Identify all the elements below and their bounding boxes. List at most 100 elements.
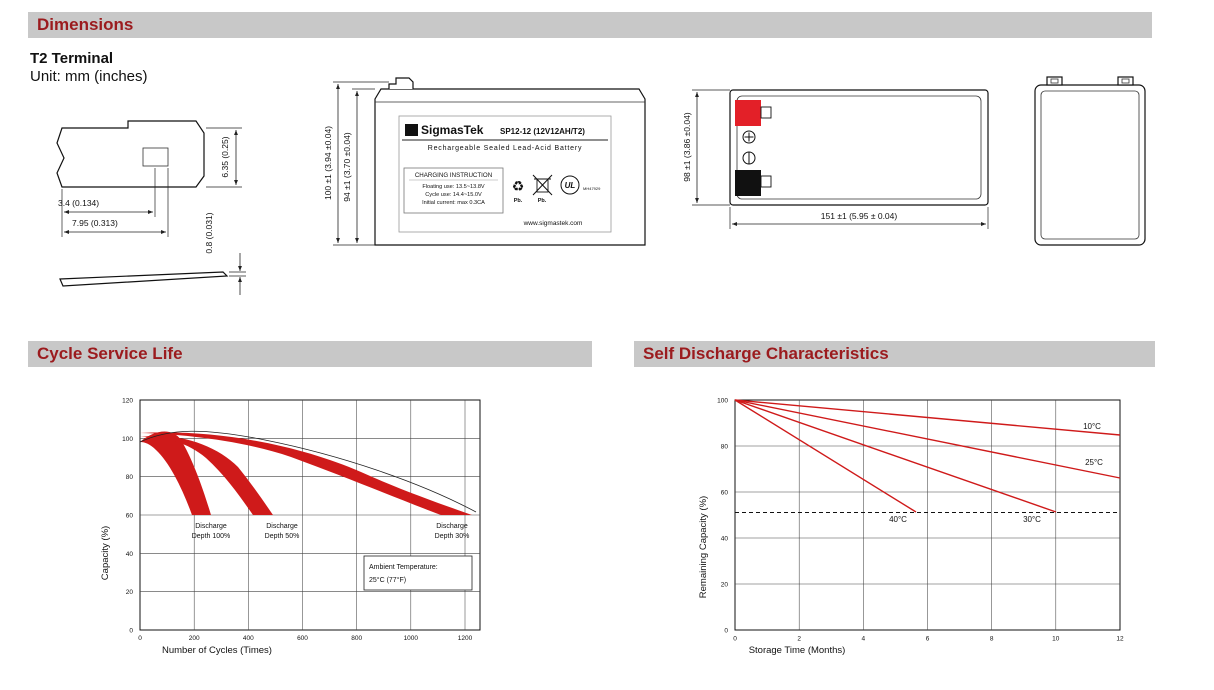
svg-text:10°C: 10°C xyxy=(1083,422,1101,431)
discharge-temp-labels: 10°C 25°C 40°C 30°C xyxy=(889,422,1103,524)
model-number: SP12-12 (12V12AH/T2) xyxy=(500,127,585,136)
battery-subtitle: Rechargeable Sealed Lead-Acid Battery xyxy=(428,145,583,152)
svg-text:600: 600 xyxy=(297,635,308,642)
svg-text:4: 4 xyxy=(861,636,865,643)
band-depth-50 xyxy=(140,435,273,515)
plus-terminal-icon xyxy=(742,130,756,144)
svg-text:1200: 1200 xyxy=(458,635,473,642)
svg-text:8: 8 xyxy=(990,636,994,643)
cycle-chart-annotations: Discharge Depth 100% Discharge Depth 50%… xyxy=(192,523,473,591)
website-url: www.sigmastek.com xyxy=(523,220,583,227)
svg-text:200: 200 xyxy=(189,635,200,642)
svg-text:80: 80 xyxy=(126,474,134,481)
battery-terminal-tab xyxy=(388,77,414,89)
self-discharge-header: Self Discharge Characteristics xyxy=(634,341,1155,367)
cycle-chart-x-ticks: 0 200 400 600 800 1000 1200 xyxy=(138,635,472,642)
svg-text:20: 20 xyxy=(126,589,134,596)
line-25c xyxy=(734,399,1121,479)
svg-text:40: 40 xyxy=(126,551,134,558)
terminal-thickness-profile xyxy=(59,271,229,287)
svg-text:400: 400 xyxy=(243,635,254,642)
pb-label-1: Pb. xyxy=(514,198,523,204)
terminal-type-title: T2 Terminal xyxy=(30,50,114,67)
positive-terminal-marker xyxy=(735,100,761,126)
terminal-blade-outline xyxy=(56,120,205,188)
svg-text:UL: UL xyxy=(565,181,576,190)
svg-text:Discharge: Discharge xyxy=(195,523,227,530)
dimension-drawings: 6.35 (0.25) 3.4 (0.134) 7.95 (0.313) 0.8… xyxy=(56,76,1146,295)
cycle-chart-y-ticks: 0 20 40 60 80 100 120 xyxy=(122,398,133,635)
unit-note: Unit: mm (inches) xyxy=(30,68,148,85)
line-40c xyxy=(734,399,917,513)
sigmastek-logo-icon xyxy=(405,124,418,136)
cycle-service-life-chart: Discharge Depth 100% Discharge Depth 50%… xyxy=(100,398,481,656)
terminal-thickness-dim: 0.8 (0.031) xyxy=(204,212,214,253)
charging-title: CHARGING INSTRUCTION xyxy=(415,172,492,179)
svg-text:25°C (77°F): 25°C (77°F) xyxy=(369,576,406,584)
svg-text:80: 80 xyxy=(721,444,729,451)
discharge-chart-xlabel: Storage Time (Months) xyxy=(749,645,846,656)
ul-file-number: MH47929 xyxy=(583,186,601,191)
front-height-inner-dim: 94 ±1 (3.70 ±0.04) xyxy=(342,132,352,202)
terminal-width-dim: 7.95 (0.313) xyxy=(72,218,118,228)
svg-text:20: 20 xyxy=(721,582,729,589)
svg-text:120: 120 xyxy=(122,398,133,405)
svg-text:1000: 1000 xyxy=(404,635,419,642)
svg-text:100: 100 xyxy=(122,436,133,443)
discharge-chart-y-ticks: 0 20 40 60 80 100 xyxy=(717,398,728,635)
svg-text:12: 12 xyxy=(1116,636,1124,643)
svg-text:Depth 100%: Depth 100% xyxy=(192,533,231,540)
svg-text:Depth 50%: Depth 50% xyxy=(265,533,300,540)
front-height-outer-dim: 100 ±1 (3.94 ±0.04) xyxy=(323,126,333,200)
band-depth-30 xyxy=(140,432,472,515)
svg-text:100: 100 xyxy=(717,398,728,405)
charging-line-1: Floating use: 13.5~13.8V xyxy=(422,184,485,190)
discharge-chart-x-ticks: 0 2 4 6 8 10 12 xyxy=(733,636,1124,643)
cycle-chart-xlabel: Number of Cycles (Times) xyxy=(162,645,272,656)
svg-text:10: 10 xyxy=(1052,636,1060,643)
dimensions-header: Dimensions xyxy=(28,12,1152,38)
line-30c xyxy=(734,399,1057,513)
charging-instruction-box xyxy=(403,167,504,214)
band-depth-100 xyxy=(140,431,211,515)
discharge-chart-gridlines xyxy=(735,400,1120,630)
svg-text:800: 800 xyxy=(351,635,362,642)
sigmastek-logo-glyph: Σ xyxy=(409,126,415,136)
negative-terminal-marker xyxy=(735,170,761,196)
svg-text:0: 0 xyxy=(724,628,728,635)
minus-terminal-icon xyxy=(742,151,756,165)
discharge-chart-ylabel: Remaining Capacity (%) xyxy=(698,496,709,598)
svg-text:0: 0 xyxy=(129,628,133,635)
charging-line-3: Initial current: max 0.3CA xyxy=(422,200,485,206)
recycle-icon: ♻ xyxy=(512,178,525,194)
line-10c xyxy=(734,399,1121,436)
svg-text:40°C: 40°C xyxy=(889,515,907,524)
battery-end-view xyxy=(1034,76,1146,246)
svg-text:Discharge: Discharge xyxy=(436,523,468,530)
top-width-dim: 98 ±1 (3.86 ±0.04) xyxy=(682,112,692,182)
battery-front-view: Σ SigmasTek SP12-12 (12V12AH/T2) Recharg… xyxy=(323,77,646,246)
svg-text:2: 2 xyxy=(797,636,801,643)
top-length-dim: 151 ±1 (5.95 ± 0.04) xyxy=(821,211,898,221)
ambient-temperature-box xyxy=(363,555,473,591)
svg-text:30°C: 30°C xyxy=(1023,515,1041,524)
svg-text:25°C: 25°C xyxy=(1085,458,1103,467)
terminal-hole xyxy=(142,147,169,167)
cycle-service-life-header: Cycle Service Life xyxy=(28,341,592,367)
terminal-drawing: 6.35 (0.25) 3.4 (0.134) 7.95 (0.313) 0.8… xyxy=(56,120,246,295)
svg-text:Discharge: Discharge xyxy=(266,523,298,530)
charging-line-2: Cycle use: 14.4~15.0V xyxy=(425,192,482,198)
capacity-envelope-line xyxy=(139,430,477,513)
cycle-chart-ylabel: Capacity (%) xyxy=(100,526,111,580)
top-view-outline xyxy=(729,89,989,206)
svg-text:6: 6 xyxy=(926,636,930,643)
crossed-bin-icon xyxy=(532,174,553,196)
svg-text:0: 0 xyxy=(733,636,737,643)
self-discharge-chart: 10°C 25°C 40°C 30°C 0 20 40 60 80 100 0 … xyxy=(698,398,1124,657)
battery-top-view: 98 ±1 (3.86 ±0.04) 151 ±1 (5.95 ± 0.04) xyxy=(682,89,989,229)
terminal-height-dim: 6.35 (0.25) xyxy=(220,136,230,177)
svg-text:Depth 30%: Depth 30% xyxy=(435,533,470,540)
svg-text:60: 60 xyxy=(126,513,134,520)
brand-name: SigmasTek xyxy=(421,123,484,137)
terminal-hole-dim: 3.4 (0.134) xyxy=(58,198,99,208)
